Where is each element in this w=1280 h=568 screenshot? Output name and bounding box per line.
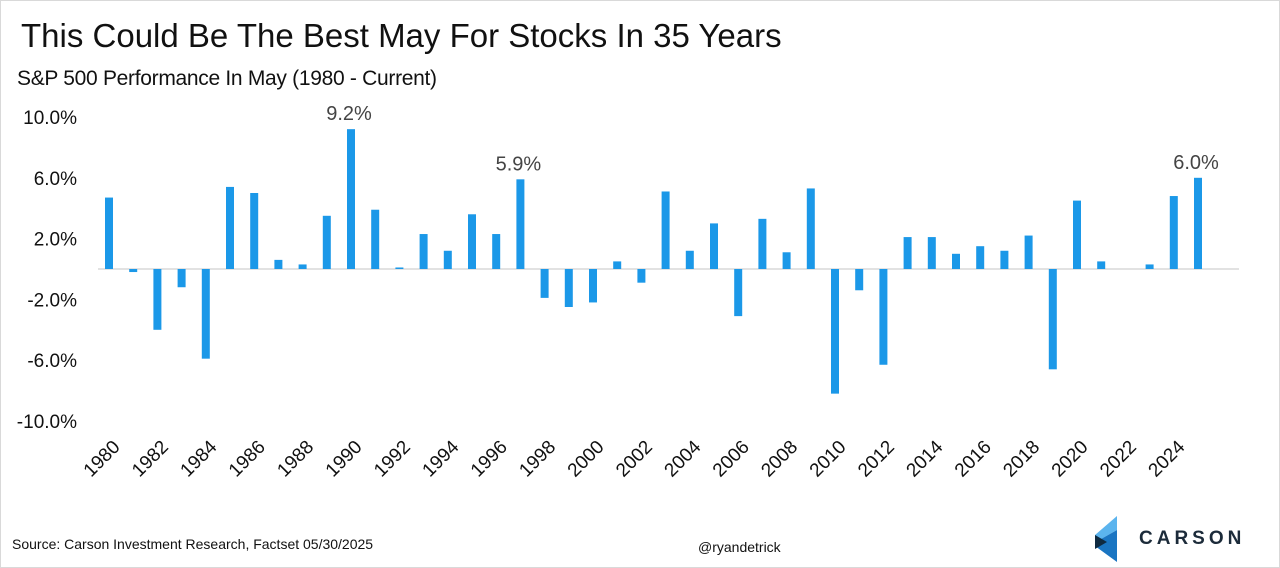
data-label-1997: 5.9% [496,153,542,175]
bar-2000 [589,269,597,303]
bar-2001 [613,261,622,269]
bar-2013 [903,237,912,269]
x-tick-label: 2004 [661,436,706,481]
x-tick-label: 2018 [999,437,1044,482]
bar-2014 [927,237,936,269]
x-tick-label: 1988 [273,437,318,482]
bar-1981 [129,269,138,273]
bar-2010 [831,269,839,394]
x-tick-label: 2010 [806,437,851,482]
bar-2017 [1000,250,1009,269]
bar-1991 [371,209,380,269]
bar-1984 [201,269,210,359]
bar-2024 [1169,196,1178,269]
bar-1997 [516,179,525,269]
bar-2006 [734,269,743,317]
chart-title: This Could Be The Best May For Stocks In… [21,17,782,54]
x-tick-label: 1980 [80,437,125,482]
bar-2023 [1145,264,1154,269]
y-tick-label: -10.0% [17,412,77,433]
y-tick-label: 2.0% [34,230,77,251]
bar-2012 [879,269,888,365]
bar-1990 [347,129,355,269]
x-tick-label: 1996 [467,437,512,482]
x-tick-label: 2016 [951,437,996,482]
bar-1987 [274,259,283,269]
x-tick-label: 1990 [322,437,367,482]
bar-2018 [1024,235,1033,269]
bar-1980 [105,197,113,269]
x-tick-label: 1994 [419,436,464,481]
bar-1993 [419,234,428,269]
source-note: Source: Carson Investment Research, Fact… [12,536,374,552]
bar-1999 [564,269,573,307]
bar-2019 [1048,269,1057,370]
bar-2004 [685,250,694,269]
bar-2015 [952,253,960,269]
x-tick-label: 2020 [1048,437,1093,482]
bar-2005 [710,223,718,269]
x-tick-label: 2024 [1145,436,1190,481]
bar-1992 [395,267,404,269]
x-tick-label: 2000 [564,437,609,482]
bar-2020 [1073,200,1081,269]
bar-1982 [153,269,162,330]
bar-2002 [637,269,646,283]
x-tick-label: 1982 [128,437,173,482]
bar-2008 [782,252,791,269]
bar-2009 [806,188,815,269]
x-tick-label: 2014 [903,436,948,481]
bar-1986 [250,193,259,269]
logo-wordmark: CARSON [1139,528,1246,549]
bar-2011 [855,269,864,291]
author-handle: @ryandetrick [698,539,781,555]
data-label-2025: 6.0% [1173,152,1219,174]
x-tick-label: 2008 [757,437,802,482]
x-tick-label: 1986 [225,437,270,482]
bar-1998 [540,269,549,298]
carson-logo: CARSON [1095,516,1265,562]
x-tick-label: 2006 [709,437,754,482]
y-tick-label: -2.0% [27,290,77,311]
bar-1988 [298,264,307,269]
bar-2007 [758,218,767,269]
carson-logo-icon [1095,516,1117,562]
x-tick-label: 2002 [612,437,657,482]
x-tick-label: 2022 [1096,437,1141,482]
bar-1995 [468,214,476,269]
bar-1989 [322,215,331,269]
y-tick-label: 6.0% [34,169,77,190]
bar-2003 [661,191,670,269]
bar-2016 [976,246,985,269]
bar-1985 [226,186,234,269]
x-tick-label: 1992 [370,437,415,482]
y-tick-label: -6.0% [27,351,77,372]
chart-subtitle: S&P 500 Performance In May (1980 - Curre… [17,67,437,90]
bar-1983 [177,269,186,288]
data-label-1990: 9.2% [326,103,372,125]
bar-2025 [1194,177,1202,269]
x-tick-label: 2012 [854,437,899,482]
bar-chart: 10.0% 6.0% 2.0% -2.0% -6.0% -10.0% 9.2% 5.9% 6.0… [17,103,1239,482]
bar-1996 [492,234,501,269]
bar-1994 [443,250,452,269]
y-tick-label: 10.0% [23,108,77,129]
x-tick-label: 1984 [177,436,222,481]
x-tick-label: 1998 [515,437,560,482]
bar-2021 [1097,261,1106,269]
